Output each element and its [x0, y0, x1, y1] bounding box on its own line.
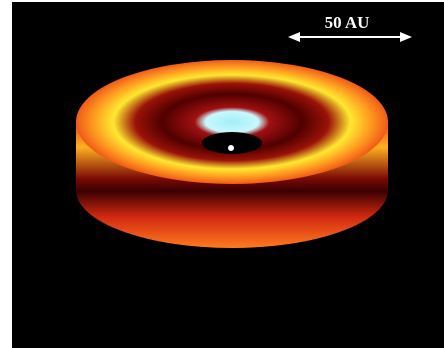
- scale-label: 50 AU: [325, 13, 370, 32]
- disk-image: 50 AU: [0, 0, 444, 348]
- page: 50 AU (() => { const data = JSON.parse(d…: [0, 0, 444, 348]
- disk-top: [76, 60, 388, 184]
- star: [228, 145, 234, 151]
